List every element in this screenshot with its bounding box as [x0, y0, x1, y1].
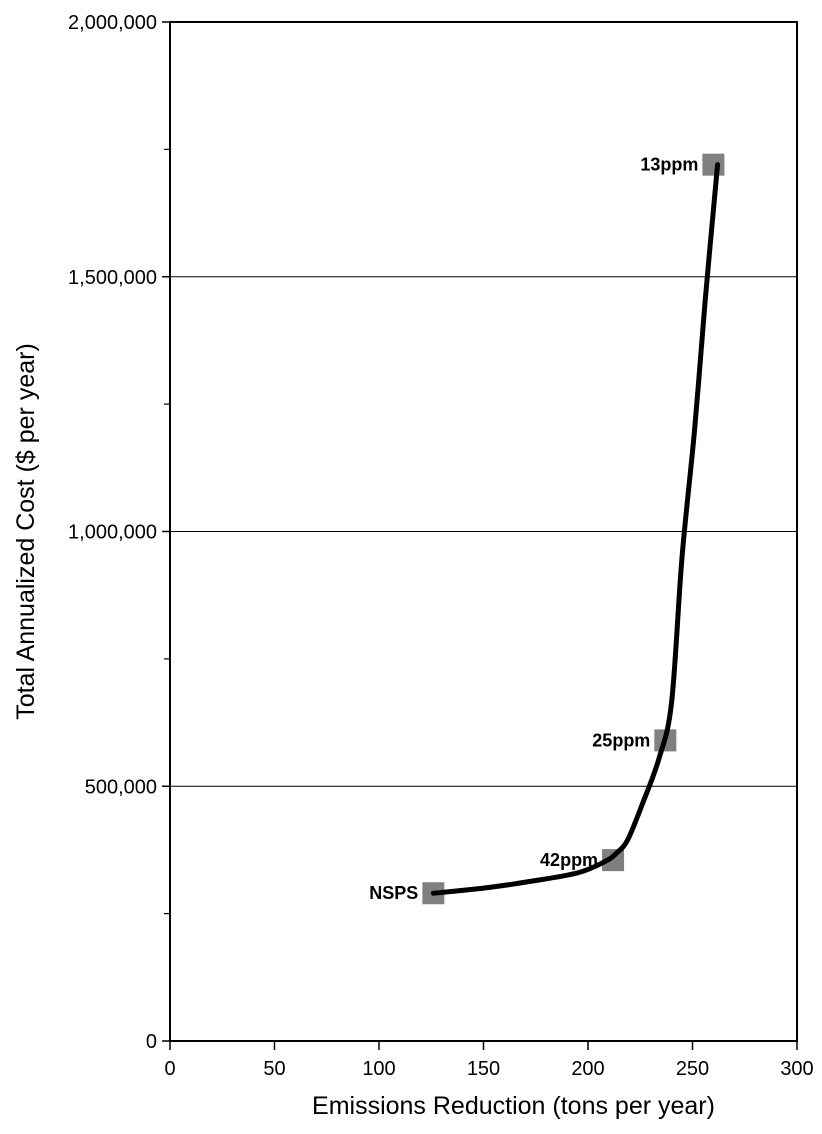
y-tick-label: 0	[146, 1031, 157, 1053]
data-markers: NSPS 42ppm 25ppm 13ppm	[369, 153, 725, 905]
point-label: NSPS	[369, 883, 418, 903]
y-tick-label: 2,000,000	[68, 12, 157, 34]
x-tick-label: 50	[263, 1058, 285, 1080]
y-axis-title: Total Annualized Cost ($ per year)	[12, 343, 40, 720]
data-marker	[702, 153, 725, 176]
point-label: 42ppm	[540, 850, 598, 870]
x-axis-title: Emissions Reduction (tons per year)	[312, 1092, 715, 1120]
grid-lines	[170, 276, 797, 787]
cost-curve-line	[430, 162, 721, 896]
x-tick-label: 250	[676, 1058, 709, 1080]
x-tick-label: 150	[467, 1058, 500, 1080]
x-tick-label: 200	[571, 1058, 604, 1080]
axis-ticks: 0 500,000 1,000,000 1,500,000 2,000,000 0 50 10…	[68, 12, 814, 1080]
y-tick-label: 500,000	[85, 776, 157, 798]
x-tick-label: 300	[780, 1058, 813, 1080]
y-tick-label: 1,000,000	[68, 522, 157, 544]
point-label: 13ppm	[640, 155, 698, 175]
cost-curve	[430, 162, 721, 896]
y-tick-label: 1,500,000	[68, 267, 157, 289]
point-label: 25ppm	[592, 730, 650, 750]
x-tick-label: 100	[362, 1058, 395, 1080]
x-tick-label: 0	[164, 1058, 175, 1080]
